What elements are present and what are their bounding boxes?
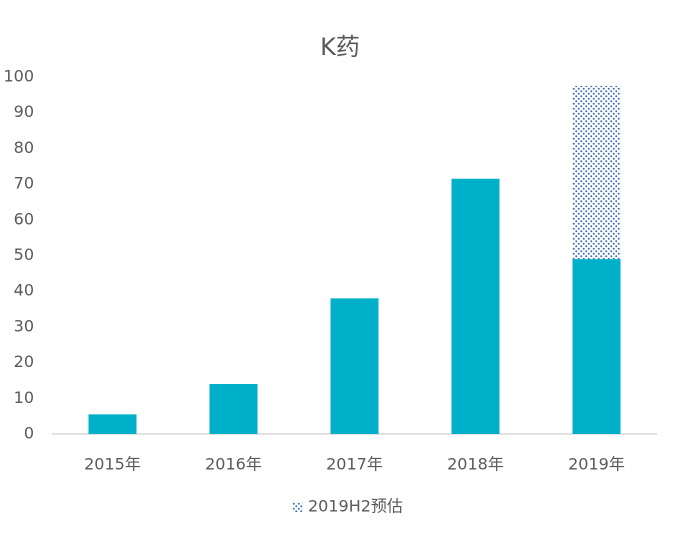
y-tick-label: 90	[14, 102, 34, 121]
y-tick-label: 20	[14, 352, 34, 371]
bar	[209, 384, 258, 434]
x-tick-label: 2019年	[568, 455, 625, 474]
bar	[572, 85, 621, 260]
y-tick-label: 100	[3, 67, 34, 86]
bar	[330, 298, 379, 434]
legend-label: 2019H2预估	[308, 497, 403, 516]
y-tick-label: 50	[14, 245, 34, 264]
y-tick-label: 70	[14, 174, 34, 193]
y-tick-label: 60	[14, 209, 34, 228]
y-tick-label: 0	[24, 424, 34, 443]
bar	[572, 259, 621, 434]
legend-swatch	[293, 502, 303, 512]
x-tick-label: 2015年	[84, 455, 141, 474]
bar	[451, 178, 500, 434]
chart-title: K药	[320, 33, 360, 61]
y-tick-label: 80	[14, 138, 34, 157]
bar	[88, 414, 137, 434]
x-tick-label: 2017年	[326, 455, 383, 474]
x-tick-label: 2016年	[205, 455, 262, 474]
y-tick-label: 10	[14, 388, 34, 407]
y-tick-label: 40	[14, 281, 34, 300]
x-tick-label: 2018年	[447, 455, 504, 474]
y-tick-label: 30	[14, 316, 34, 335]
